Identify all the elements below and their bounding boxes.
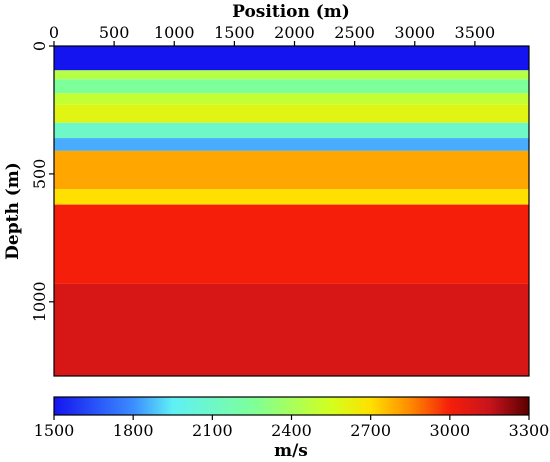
velocity-layer-6 (54, 138, 529, 151)
x-tick-label: 2000 (274, 23, 315, 42)
plot-frame (53, 45, 530, 377)
colorbar-tick-label: 1500 (34, 421, 75, 440)
colorbar-tick-label: 2700 (350, 421, 391, 440)
x-tick-label: 2500 (334, 23, 375, 42)
x-tick-label: 500 (99, 23, 130, 42)
x-tick-label: 1500 (214, 23, 255, 42)
velocity-layer-1 (54, 70, 529, 80)
x-axis-ticks: 0 500 1000 1500 2000 2500 3000 3500 (49, 23, 495, 46)
x-tick-label: 1000 (154, 23, 195, 42)
velocity-layer-8 (54, 189, 529, 205)
x-tick-label: 3500 (455, 23, 496, 42)
velocity-layer-0 (54, 46, 529, 71)
x-tick-label: 3000 (394, 23, 435, 42)
x-axis-label: Position (m) (232, 2, 350, 22)
x-tick-label: 0 (49, 23, 59, 42)
colorbar-ticks: 1500 1800 2100 2400 2700 3000 3300 (34, 415, 550, 440)
colorbar (53, 396, 530, 416)
colorbar-label: m/s (274, 441, 308, 461)
velocity-layer-5 (54, 122, 529, 139)
y-tick-label: 1000 (30, 281, 49, 322)
velocity-layer-3 (54, 93, 529, 105)
y-axis-ticks: 0 500 1000 (30, 41, 54, 322)
velocity-heatmap (54, 46, 529, 376)
y-tick-label: 500 (30, 159, 49, 190)
velocity-layer-9 (54, 204, 529, 284)
colorbar-tick-label: 2400 (271, 421, 312, 440)
colorbar-tick-label: 3000 (429, 421, 470, 440)
colorbar-tick-label: 2100 (192, 421, 233, 440)
velocity-layer-2 (54, 79, 529, 94)
velocity-layer-7 (54, 150, 529, 190)
velocity-layer-10 (54, 283, 529, 376)
y-axis-label: Depth (m) (3, 162, 23, 260)
colorbar-tick-label: 1800 (113, 421, 154, 440)
colorbar-tick-label: 3300 (509, 421, 550, 440)
y-tick-label: 0 (30, 41, 49, 51)
velocity-layer-4 (54, 104, 529, 123)
